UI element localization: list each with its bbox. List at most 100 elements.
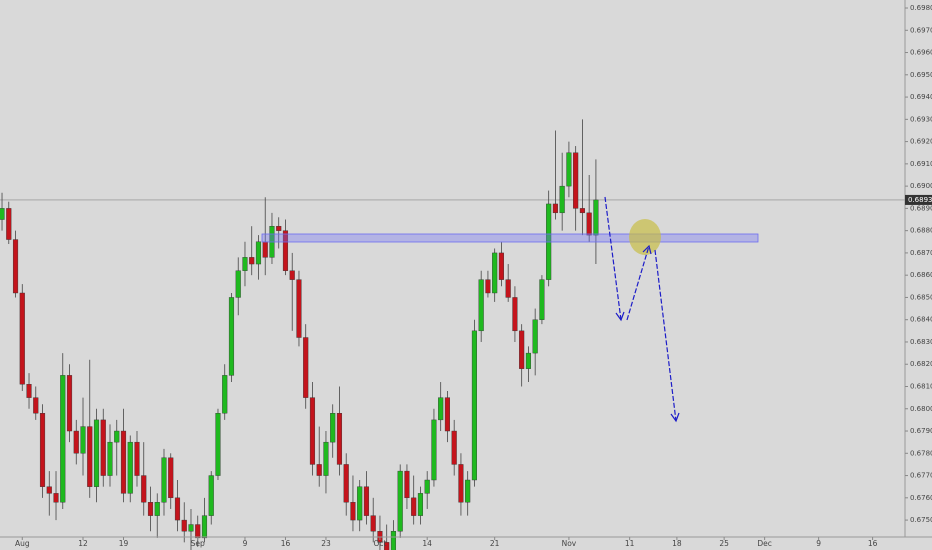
candle-body xyxy=(552,203,558,214)
candle-body xyxy=(0,208,5,220)
x-tick-label: 23 xyxy=(321,539,331,548)
arrow-head xyxy=(642,244,652,255)
candle-body xyxy=(404,470,410,499)
candle-body xyxy=(316,464,322,476)
candle-body xyxy=(559,185,565,214)
candle-body xyxy=(242,257,248,271)
y-tick-label: 0.68700 xyxy=(910,249,932,257)
y-tick-label: 0.68800 xyxy=(910,227,932,235)
arrow xyxy=(654,249,677,422)
plot-area xyxy=(0,119,905,550)
candle-body xyxy=(154,502,160,516)
candle-body xyxy=(424,479,430,494)
candle-body xyxy=(539,279,545,320)
candle-body xyxy=(593,199,599,236)
x-tick-label: 16 xyxy=(868,539,878,548)
candle-body xyxy=(465,479,471,503)
candle-body xyxy=(107,441,113,476)
candle-body xyxy=(505,279,511,298)
candle-body xyxy=(208,475,214,516)
candle-body xyxy=(73,430,79,454)
candle-body xyxy=(438,397,444,421)
candle-body xyxy=(498,252,504,280)
candle-body xyxy=(586,212,592,236)
candle-body xyxy=(249,257,255,265)
y-tick-label: 0.69000 xyxy=(910,182,932,190)
candle-body xyxy=(431,419,437,481)
y-tick-label: 0.68600 xyxy=(910,271,932,279)
candle-body xyxy=(114,430,120,443)
y-tick-label: 0.69600 xyxy=(910,49,932,57)
candle-body xyxy=(188,524,194,532)
y-tick-label: 0.68400 xyxy=(910,316,932,324)
candle-body xyxy=(478,279,484,332)
last-price-label: 0.68938 xyxy=(908,196,932,204)
candle-body xyxy=(87,426,93,487)
candle-body xyxy=(343,464,349,503)
candle-body xyxy=(26,384,32,398)
resistance-zone xyxy=(261,233,759,243)
candle-body xyxy=(330,413,336,443)
candle-body xyxy=(282,230,289,271)
y-tick-label: 0.68200 xyxy=(910,360,932,368)
y-tick-label: 0.67700 xyxy=(910,472,932,480)
y-tick-label: 0.69100 xyxy=(910,160,932,168)
candle-body xyxy=(147,502,154,516)
candle-body xyxy=(53,493,59,503)
candle-body xyxy=(350,502,356,521)
candle-body xyxy=(512,297,518,332)
candle-body xyxy=(323,441,329,476)
y-tick-label: 0.69300 xyxy=(910,115,932,123)
candle-body xyxy=(309,397,316,465)
candle-body xyxy=(262,241,268,258)
candle-body xyxy=(492,252,498,294)
candle-body xyxy=(390,531,397,550)
arrow-head xyxy=(615,311,625,322)
candle-body xyxy=(33,397,39,414)
x-tick-label: 19 xyxy=(119,539,129,548)
candle-body xyxy=(566,152,572,187)
candle-body xyxy=(215,413,221,476)
candle-body xyxy=(222,375,228,414)
x-tick-label: Sep xyxy=(191,539,205,548)
candle-body xyxy=(100,419,106,476)
y-tick-label: 0.68900 xyxy=(910,204,932,212)
y-tick-label: 0.69700 xyxy=(910,26,932,34)
candle-body xyxy=(60,375,66,503)
y-tick-label: 0.67600 xyxy=(910,494,932,502)
x-tick-label: 25 xyxy=(719,539,729,548)
candle-body xyxy=(276,225,282,231)
highlight-circle xyxy=(629,219,661,255)
candle-body xyxy=(417,493,424,516)
candle-body xyxy=(120,430,127,494)
candle-body xyxy=(357,486,363,521)
candle-body xyxy=(579,208,585,214)
x-tick-label: 14 xyxy=(422,539,432,548)
y-tick-label: 0.69400 xyxy=(910,93,932,101)
y-tick-label: 0.67500 xyxy=(910,516,932,524)
x-tick-label: 9 xyxy=(816,539,821,548)
x-tick-label: 11 xyxy=(625,539,635,548)
candle-body xyxy=(525,352,531,369)
candle-body xyxy=(174,497,181,521)
candle-body xyxy=(161,457,167,503)
y-tick-label: 0.69200 xyxy=(910,138,932,146)
candle-body xyxy=(573,152,579,209)
x-tick-label: 21 xyxy=(490,539,500,548)
candle-body xyxy=(296,279,302,338)
x-tick-label: 12 xyxy=(78,539,88,548)
candle-body xyxy=(397,470,403,532)
x-tick-label: 9 xyxy=(243,539,248,548)
candle-body xyxy=(451,430,457,465)
y-tick-label: 0.68100 xyxy=(910,382,932,390)
x-tick-label: Oct xyxy=(373,539,386,548)
candle-body xyxy=(93,419,100,487)
candle-body xyxy=(471,330,477,481)
candle-body xyxy=(19,292,25,385)
arrow-head xyxy=(670,412,680,423)
candle-body xyxy=(46,486,52,494)
candle-body xyxy=(12,239,19,294)
